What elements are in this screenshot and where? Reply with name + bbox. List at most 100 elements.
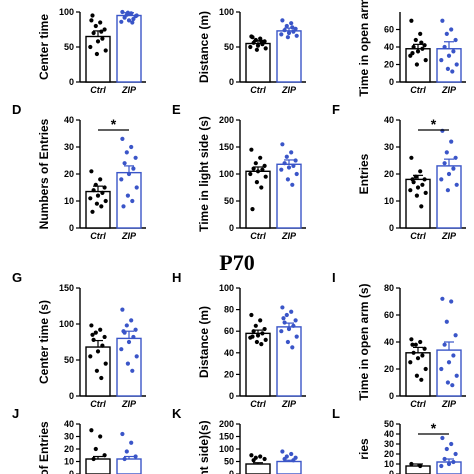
data-point-zip: [454, 182, 459, 187]
y-axis-label: Time in open arm (s): [357, 283, 371, 400]
data-point-ctrl: [420, 46, 425, 51]
bar-ctrl: [245, 170, 271, 229]
data-point-ctrl: [89, 169, 94, 174]
y-tick-label: 60: [224, 326, 234, 336]
data-point-zip: [134, 185, 139, 190]
data-point-ctrl: [98, 177, 103, 182]
category-label-ctrl: Ctrl: [90, 231, 106, 241]
y-tick-label: 150: [219, 142, 234, 152]
y-tick-label: 40: [64, 115, 74, 125]
data-point-ctrl: [262, 163, 267, 168]
data-point-ctrl: [409, 337, 414, 342]
data-point-ctrl: [90, 209, 95, 214]
data-point-ctrl: [100, 36, 105, 41]
data-point-zip: [134, 354, 139, 359]
y-tick-label: 10: [64, 196, 74, 206]
data-point-zip: [444, 446, 449, 452]
y-tick-label: 50: [224, 457, 234, 467]
y-tick-label: 200: [219, 419, 234, 429]
data-point-zip: [444, 319, 449, 324]
data-point-ctrl: [90, 13, 95, 18]
data-point-ctrl: [410, 51, 415, 56]
y-axis-label: of Entries: [37, 421, 51, 474]
y-tick-label: 50: [64, 355, 74, 365]
y-tick-label: 30: [384, 142, 394, 152]
y-tick-label: 80: [384, 283, 394, 293]
data-point-zip: [439, 58, 444, 63]
data-point-ctrl: [249, 312, 254, 318]
y-axis-label: Distance (m): [197, 11, 211, 83]
data-point-zip: [282, 456, 287, 462]
y-axis-label: ries: [357, 438, 371, 460]
data-point-zip: [129, 440, 134, 445]
data-point-zip: [293, 158, 298, 163]
category-label-zip: ZIP: [281, 399, 297, 409]
data-point-ctrl: [263, 337, 268, 342]
data-point-ctrl: [100, 190, 105, 195]
y-tick-label: 100: [219, 444, 234, 454]
y-tick-label: 20: [384, 449, 394, 459]
data-point-ctrl: [258, 318, 263, 323]
data-point-ctrl: [409, 18, 414, 23]
data-point-ctrl: [262, 456, 267, 462]
data-point-ctrl: [262, 326, 267, 332]
data-point-zip: [291, 163, 296, 168]
data-point-zip: [439, 177, 444, 182]
data-point-ctrl: [259, 185, 264, 190]
data-point-zip: [451, 353, 456, 358]
data-point-ctrl: [102, 185, 107, 190]
data-point-ctrl: [250, 35, 255, 40]
y-tick-label: 0: [69, 223, 74, 233]
data-point-ctrl: [103, 198, 108, 204]
y-tick-label: 0: [389, 469, 394, 474]
data-point-zip: [131, 16, 136, 22]
data-point-zip: [134, 13, 139, 18]
data-point-zip: [290, 25, 295, 30]
data-point-zip: [442, 342, 447, 347]
data-point-zip: [453, 451, 458, 457]
category-label-ctrl: Ctrl: [90, 399, 106, 409]
chart-panel-E: E 0 50 100 150 200 Time in light side (s) Ctrl Z…: [172, 102, 306, 241]
data-point-ctrl: [260, 331, 265, 336]
data-point-ctrl: [413, 174, 418, 179]
panel-letter: G: [12, 270, 22, 285]
category-label-ctrl: Ctrl: [410, 231, 426, 241]
data-point-zip: [286, 165, 292, 170]
data-point-zip: [120, 136, 125, 141]
data-point-ctrl: [413, 342, 418, 347]
data-point-zip: [450, 383, 455, 388]
bar-ctrl: [245, 463, 271, 474]
chart-panel-top-2: 0 50 100 Distance (m) Ctrl ZIP: [197, 7, 306, 95]
data-point-zip: [119, 19, 124, 24]
data-point-zip: [125, 10, 130, 15]
y-tick-label: 150: [59, 283, 74, 293]
data-point-zip: [439, 463, 444, 469]
data-point-ctrl: [253, 323, 258, 328]
data-point-zip: [449, 139, 454, 144]
bar-zip: [116, 337, 142, 397]
data-point-zip: [126, 339, 132, 345]
data-point-ctrl: [102, 27, 107, 32]
data-point-zip: [133, 454, 138, 459]
chart-panel-K: K 0 50 100 150 200 ht side)(s): [172, 406, 302, 474]
data-point-zip: [124, 323, 129, 328]
data-point-zip: [290, 182, 295, 187]
data-point-zip: [126, 171, 132, 177]
y-tick-label: 50: [224, 42, 234, 52]
data-point-zip: [280, 449, 285, 454]
data-point-zip: [289, 451, 294, 457]
data-point-ctrl: [95, 193, 101, 198]
data-point-ctrl: [93, 23, 98, 29]
data-point-ctrl: [95, 349, 101, 354]
y-tick-label: 0: [229, 223, 234, 233]
data-point-ctrl: [260, 167, 265, 172]
data-point-ctrl: [423, 190, 428, 195]
bar-zip: [436, 165, 462, 229]
chart-panel-H: H 0 20 40 60 80 100 Distance (m) Ctrl ZIP: [172, 270, 306, 409]
data-point-zip: [293, 318, 298, 323]
data-point-zip: [442, 44, 447, 50]
data-point-ctrl: [411, 350, 416, 355]
chart-panel-J: J 0 10 20 30 40 of Entries: [12, 406, 142, 474]
data-point-zip: [125, 361, 130, 366]
data-point-zip: [290, 345, 295, 350]
